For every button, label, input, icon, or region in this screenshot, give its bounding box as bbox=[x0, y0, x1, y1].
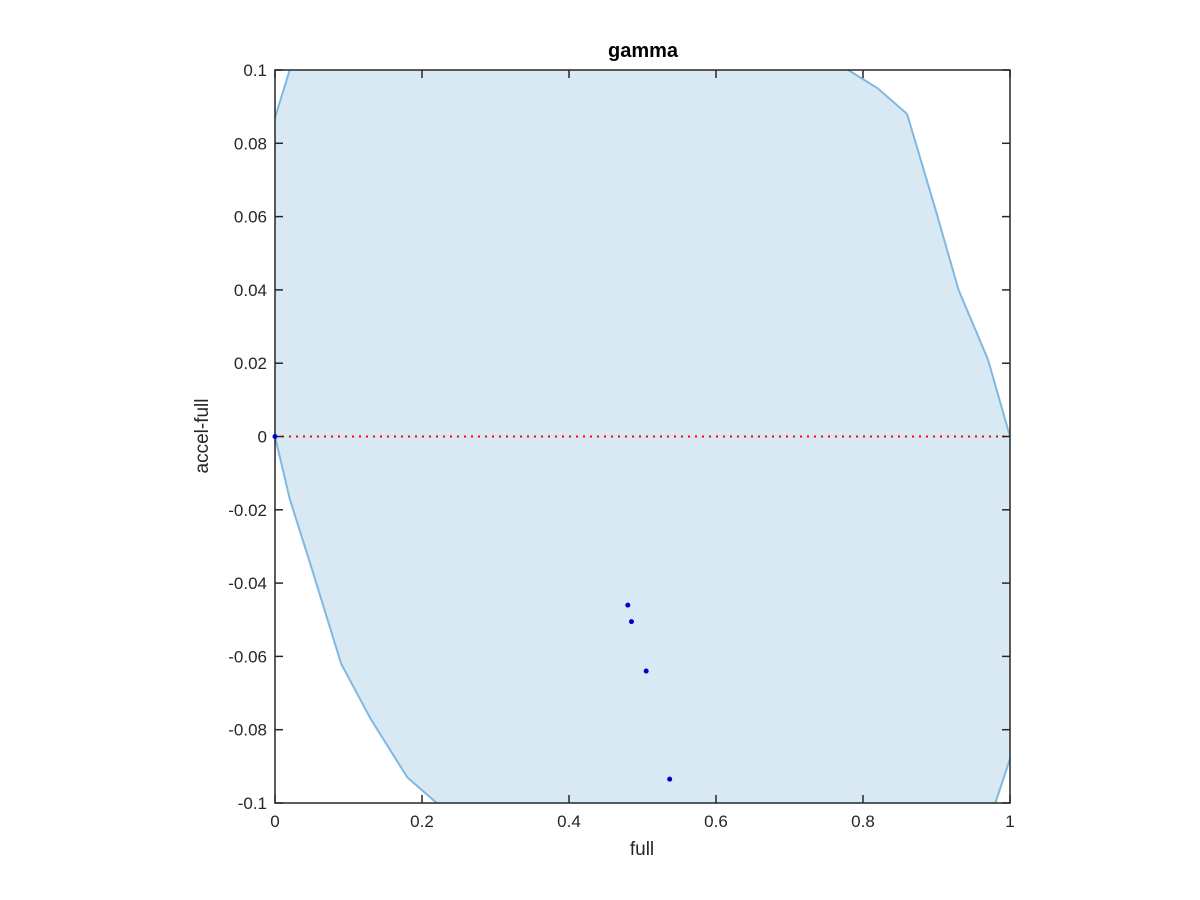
x-tick-label: 0 bbox=[270, 812, 279, 831]
y-axis-label: accel-full bbox=[192, 399, 213, 474]
x-tick-label: 0.8 bbox=[851, 812, 875, 831]
y-tick-label: 0.04 bbox=[234, 281, 267, 300]
x-axis-label: full bbox=[630, 839, 654, 860]
y-tick-label: -0.08 bbox=[228, 721, 267, 740]
data-point bbox=[625, 602, 631, 608]
y-tick-label: 0.02 bbox=[234, 354, 267, 373]
x-tick-label: 1 bbox=[1005, 812, 1014, 831]
x-tick-label: 0.2 bbox=[410, 812, 434, 831]
region-boundary bbox=[274, 69, 1011, 804]
y-tick-label: -0.04 bbox=[228, 574, 267, 593]
y-tick-label: -0.1 bbox=[238, 794, 267, 813]
y-tick-label: -0.02 bbox=[228, 501, 267, 520]
y-tick-label: -0.06 bbox=[228, 647, 267, 666]
data-point bbox=[628, 619, 634, 625]
x-tick-label: 0.6 bbox=[704, 812, 728, 831]
y-tick-label: 0.08 bbox=[234, 134, 267, 153]
y-tick-label: 0.1 bbox=[243, 61, 267, 80]
data-point bbox=[272, 434, 278, 439]
x-tick-label: 0.4 bbox=[557, 812, 581, 831]
y-tick-label: 0 bbox=[258, 428, 267, 447]
shaded-region bbox=[275, 70, 1010, 803]
data-point bbox=[643, 668, 649, 674]
chart-title: gamma bbox=[608, 40, 679, 62]
data-point bbox=[667, 776, 673, 782]
y-tick-label: 0.06 bbox=[234, 208, 267, 227]
